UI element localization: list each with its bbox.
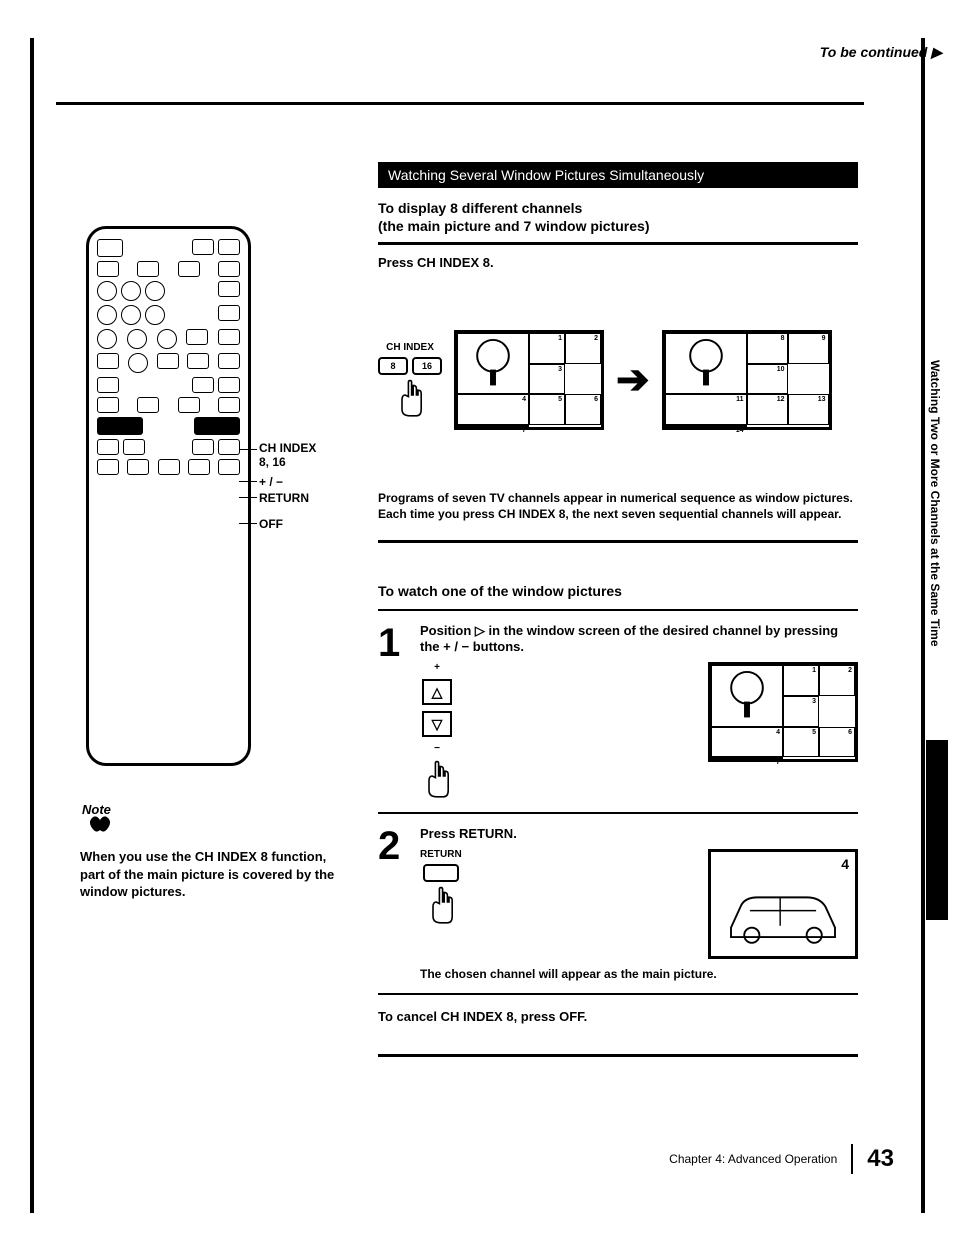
rule-3 (378, 609, 858, 611)
remote-label-return: RETURN (259, 491, 379, 505)
tree-icon (712, 666, 782, 725)
note-text: When you use the CH INDEX 8 function, pa… (80, 848, 340, 901)
press-instruction: Press CH INDEX 8. (378, 255, 858, 270)
rule-6 (378, 1054, 858, 1057)
ch-index-button-diagram: CH INDEX 8 16 (378, 342, 442, 419)
updown-buttons-diagram: + △ ▽ − (420, 662, 454, 800)
section-header-bar: Watching Several Window Pictures Simulta… (378, 162, 858, 188)
display-heading-1: To display 8 different channels (378, 200, 858, 216)
tv-grid-3: 1 2 3 4 5 6 7 (708, 662, 858, 762)
step-2-text: Press RETURN. (420, 826, 858, 841)
left-column: CH INDEX8, 16 + / − RETURN OFF (86, 148, 346, 766)
caption-1: Programs of seven TV channels appear in … (378, 490, 858, 522)
return-button-diagram: RETURN (420, 849, 462, 926)
step-1-number: 1 (378, 623, 406, 663)
remote-label-off: OFF (259, 517, 379, 531)
hand-icon (424, 886, 458, 926)
chapter-label: Chapter 4: Advanced Operation (669, 1152, 837, 1166)
btn-16: 16 (412, 357, 442, 375)
btn-8: 8 (378, 357, 408, 375)
page-footer: Chapter 4: Advanced Operation 43 (669, 1144, 894, 1174)
tree-icon (458, 334, 528, 393)
tv-grid-1: 1 2 3 4 5 6 7 (454, 330, 604, 430)
step-1-text: Position ▷ in the window screen of the d… (420, 623, 858, 654)
step-2-caption: The chosen channel will appear as the ma… (420, 967, 858, 981)
arrow-right-icon: ➔ (616, 357, 650, 403)
watch-heading: To watch one of the window pictures (378, 583, 858, 599)
step-1: 1 Position ▷ in the window screen of the… (378, 623, 858, 800)
footer-separator (851, 1144, 853, 1174)
remote-diagram: CH INDEX8, 16 + / − RETURN OFF (86, 226, 251, 766)
illustration-row-1: CH INDEX 8 16 1 2 3 4 5 6 7 ➔ (378, 330, 858, 430)
step-2: 2 Press RETURN. RETURN 4 (378, 826, 858, 981)
car-icon (711, 852, 855, 956)
display-heading-2: (the main picture and 7 window pictures) (378, 218, 858, 234)
result-screen: 4 (708, 849, 858, 959)
note-block: Note When you use the CH INDEX 8 functio… (80, 800, 340, 901)
remote-label-chindex: CH INDEX8, 16 (259, 441, 379, 469)
rule-4 (378, 812, 858, 814)
rule-1 (378, 242, 858, 245)
page-number: 43 (867, 1145, 894, 1173)
hand-icon (420, 760, 454, 800)
side-tab-label: Watching Two or More Channels at the Sam… (926, 350, 944, 750)
note-icon: Note (80, 800, 120, 840)
continued-label: To be continued ▶ (820, 44, 942, 61)
cancel-text: To cancel CH INDEX 8, press OFF. (378, 1009, 858, 1024)
right-column: Watching Several Window Pictures Simulta… (378, 162, 858, 1067)
ch-index-label: CH INDEX (386, 342, 434, 353)
side-tab-block (926, 740, 948, 920)
top-rule (56, 102, 864, 105)
hand-icon (393, 379, 427, 419)
tv-grid-2: 8 9 10 11 12 13 14 (662, 330, 832, 430)
svg-text:Note: Note (82, 802, 111, 817)
remote-label-plusminus: + / − (259, 475, 379, 489)
rule-2 (378, 540, 858, 543)
rule-5 (378, 993, 858, 995)
tree-icon (666, 334, 746, 393)
step-2-number: 2 (378, 826, 406, 866)
